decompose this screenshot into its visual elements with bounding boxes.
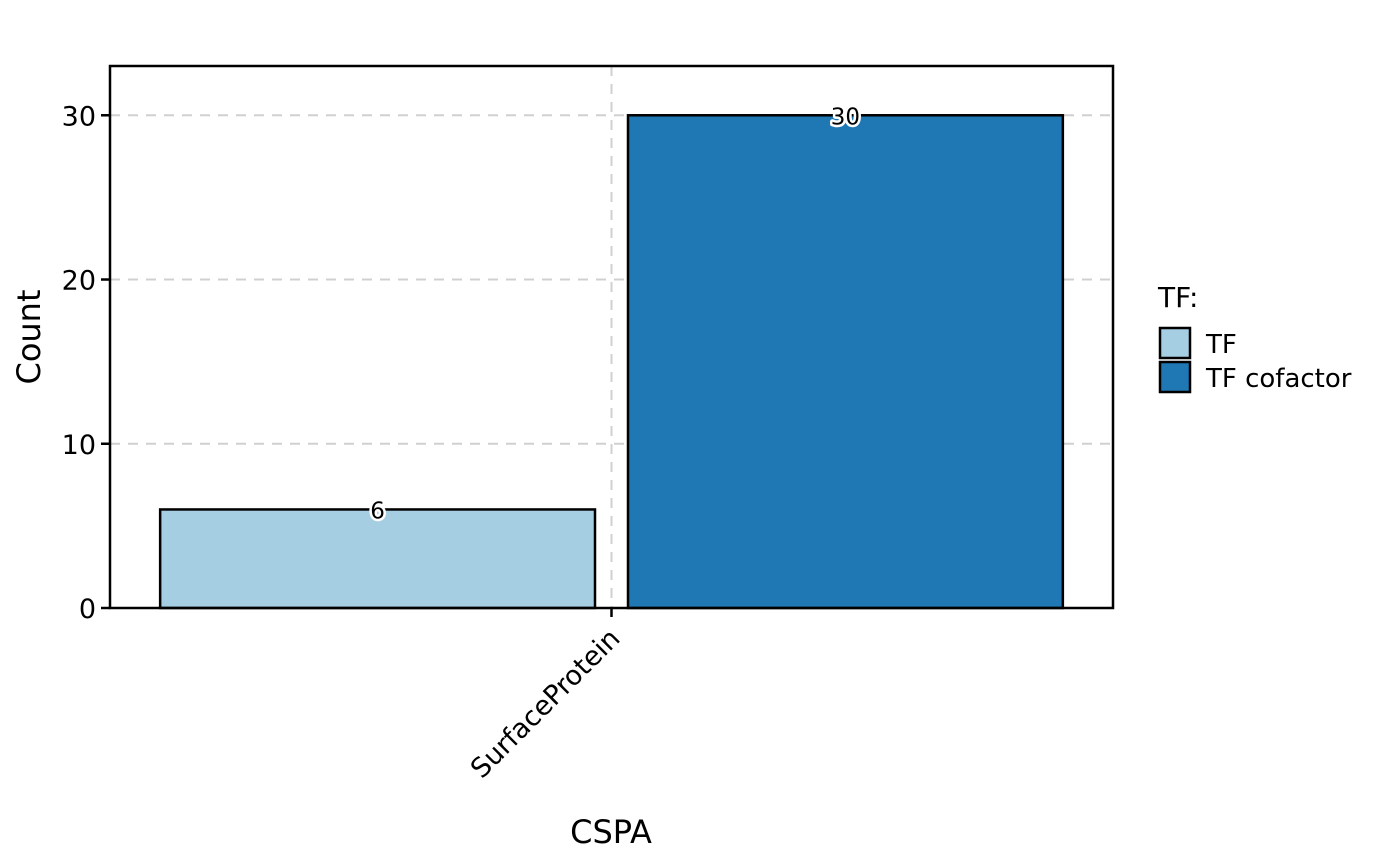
y-axis-title: Count	[10, 289, 48, 384]
x-tick-label: SurfaceProtein	[465, 623, 627, 785]
legend-swatch	[1158, 360, 1192, 394]
y-tick-label: 30	[62, 101, 96, 132]
data-label: 6	[370, 498, 385, 524]
legend-swatch	[1158, 326, 1192, 360]
data-label: 30	[831, 104, 860, 130]
y-tick-label: 10	[62, 430, 96, 461]
x-axis-title: CSPA	[570, 813, 652, 851]
bar-tf	[158, 508, 597, 610]
y-tick-label: 20	[62, 266, 96, 297]
legend: TF: TF TF cofactor	[1157, 281, 1352, 394]
bars	[158, 114, 1065, 610]
bar-tf-cofactor	[626, 114, 1065, 610]
legend-label: TF cofactor	[1205, 364, 1352, 394]
legend-title: TF:	[1157, 281, 1198, 314]
y-tick-label: 0	[79, 594, 96, 625]
data-labels: 6 30	[368, 102, 863, 527]
legend-label: TF	[1205, 330, 1237, 360]
